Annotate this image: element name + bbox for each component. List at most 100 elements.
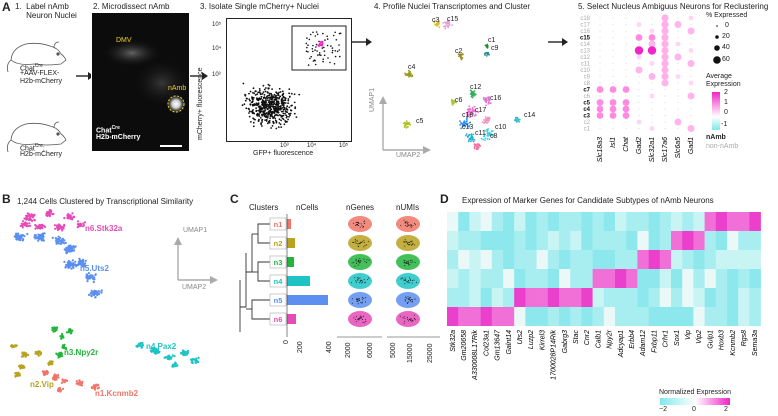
dot-c7-Slc17a6 <box>664 88 666 91</box>
namb-label: nAmb <box>168 85 187 92</box>
heat-gene-Sox1: Sox1 <box>674 330 681 346</box>
heat-cell <box>503 288 515 307</box>
dot-c18-Slc6a5 <box>677 17 679 19</box>
dotplot-gene-Slc32a1: Slc32a1 <box>649 137 656 162</box>
dot-c7-Slc18a3 <box>596 86 604 93</box>
dot-c7-Isl1 <box>609 86 617 93</box>
heat-cell <box>693 212 705 231</box>
dotplot-row-c15: c15 <box>580 36 591 42</box>
heat-cell <box>704 307 717 326</box>
heat-cell <box>480 231 493 250</box>
heat-cell <box>648 307 661 326</box>
dot-c10-Slc32a1 <box>651 69 653 71</box>
dot-c5-Slc6a5 <box>677 101 679 104</box>
dot-c14-Slc32a1 <box>648 40 656 48</box>
dotplot-row-c2: c2 <box>584 120 591 126</box>
avg-legend-0: 0 <box>724 109 728 116</box>
cluster-label-n4: n4.Pax2 <box>146 342 177 351</box>
dotplot-gene-Gad2: Gad2 <box>636 137 643 154</box>
dot-c12-Slc18a3 <box>599 56 601 58</box>
dot-c10-Isl1 <box>612 69 614 71</box>
heat-cell <box>570 269 582 288</box>
heat-cell <box>659 212 672 231</box>
row-label-n2: n2 <box>274 239 283 248</box>
heat-gene-Erbb4: Erbb4 <box>629 330 636 349</box>
heat-cell <box>637 307 649 326</box>
facs-xtick-2: 10⁴ <box>307 143 317 149</box>
heat-cell <box>570 231 582 250</box>
heat-cell <box>447 250 459 269</box>
umap-all-x: UMAP2 <box>396 152 421 159</box>
heat-gene-Crhr1: Crhr1 <box>663 330 670 348</box>
umap-reclustered <box>9 208 218 393</box>
dotplot-row-c8: c8 <box>584 81 591 87</box>
heat-cell <box>749 269 761 288</box>
heat-cell <box>514 269 526 288</box>
umap-cluster-label-c15: c15 <box>447 16 459 23</box>
heat-cell <box>469 231 481 250</box>
dot-c17-Isl1 <box>612 23 614 26</box>
dotplot-row-c7: c7 <box>583 88 590 94</box>
ngenes-violin-n1 <box>348 216 372 232</box>
dot-c13-Slc6a5 <box>677 49 679 52</box>
heat-cell <box>715 288 728 307</box>
avg-legend-m1: -1 <box>721 121 728 128</box>
dot-c13-Chat <box>625 49 627 52</box>
mouse-2-label: ChatCre; <box>20 143 45 153</box>
dot-c17-Slc6a5 <box>674 21 682 28</box>
dot-c6-Gad1 <box>687 92 695 100</box>
dot-c16-Chat <box>625 30 627 32</box>
dot-c16-Slc18a3 <box>599 30 601 32</box>
dot-c15-Slc18a3 <box>599 36 601 39</box>
dot-c10-Slc17a6 <box>661 66 669 74</box>
pct-legend-40: 40 <box>722 44 730 51</box>
ngenes-tick-6000: 6000 <box>367 342 374 358</box>
umap-cluster-label-c18: c18 <box>462 112 474 119</box>
heat-cell <box>503 231 515 250</box>
dot-c18-Slc32a1 <box>651 17 653 19</box>
row-label-n1: n1 <box>274 220 283 229</box>
heat-cell <box>659 250 672 269</box>
dot-c17-Chat <box>625 23 627 26</box>
dot-c12-Isl1 <box>612 56 614 58</box>
heat-cell <box>603 212 616 231</box>
heat-cell <box>727 269 739 288</box>
scale-bar <box>160 145 182 147</box>
heat-gene-Galnt14: Galnt14 <box>506 330 513 355</box>
heat-cell <box>671 250 683 269</box>
heat-cell <box>626 212 638 231</box>
dot-c15-Isl1 <box>612 36 614 39</box>
dot-c14-Slc6a5 <box>675 41 681 47</box>
ncells-bar-n3 <box>287 257 294 267</box>
umap-cluster-label-c10: c10 <box>495 124 507 131</box>
heat-cell <box>547 212 560 231</box>
dotplot-row-c12: c12 <box>580 55 590 61</box>
dot-c1-Slc6a5 <box>677 127 679 130</box>
dot-c9-Slc17a6 <box>661 72 669 81</box>
dot-c18-Slc18a3 <box>599 17 601 19</box>
heat-gene-Calb1: Calb1 <box>595 330 602 348</box>
dot-c16-Isl1 <box>612 30 614 32</box>
row-label-n3: n3 <box>274 258 283 267</box>
dot-c11-Chat <box>625 62 627 65</box>
dot-c2-Gad1 <box>690 121 692 123</box>
heat-gene-Rgs8: Rgs8 <box>741 330 748 346</box>
dmv-label: DMV <box>116 37 132 44</box>
dot-c1-Gad2 <box>638 127 640 130</box>
row-label-n4: n4 <box>274 277 284 286</box>
dot-c2-Isl1 <box>612 121 614 123</box>
dot-c9-Gad1 <box>690 75 692 78</box>
heat-gene-Adam12: Adam12 <box>640 330 647 357</box>
heat-cell <box>469 288 481 307</box>
heat-cell <box>749 231 761 250</box>
ncells-tick-200: 200 <box>297 341 304 353</box>
heat-cell <box>525 269 537 288</box>
dot-c3-Chat <box>622 112 630 119</box>
heat-cell <box>626 288 638 307</box>
heat-cell <box>682 288 694 307</box>
heat-cell <box>592 250 605 269</box>
heat-cell <box>447 212 459 231</box>
dot-c13-Isl1 <box>612 49 614 52</box>
micro-line-label: ChatCre <box>96 125 120 135</box>
dotplot-row-c3: c3 <box>583 114 590 120</box>
